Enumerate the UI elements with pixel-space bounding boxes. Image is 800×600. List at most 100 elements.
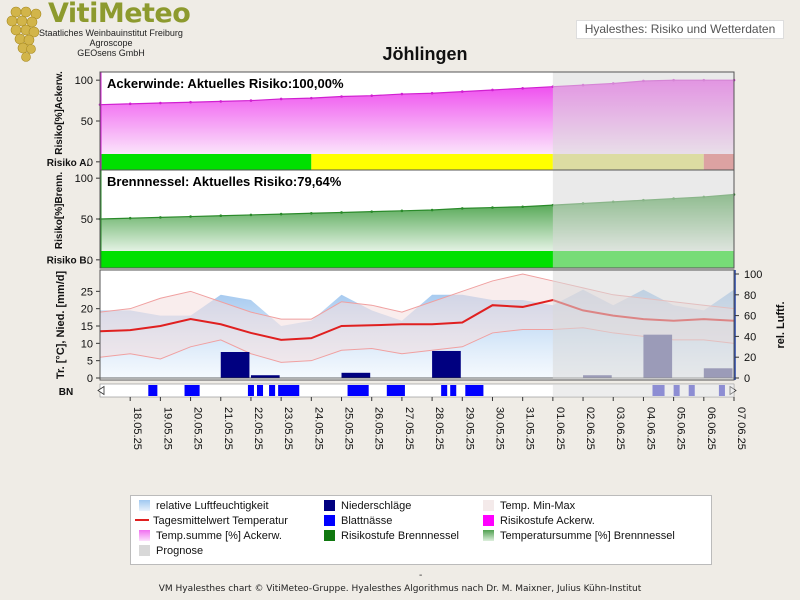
ackerwinde-point: [249, 99, 253, 102]
leaf-wet-block: [269, 385, 276, 396]
legend-item-prognose: Prognose: [139, 545, 203, 557]
ackerwinde-point: [400, 92, 404, 96]
xtick-label: 22.05.25: [252, 407, 264, 450]
brennnessel-point: [460, 207, 464, 210]
xtick-label: 28.05.25: [433, 407, 445, 450]
logo: VitiMeteo Staatliches Weinbauinstitut Fr…: [0, 0, 191, 66]
ackerwinde-point: [340, 95, 343, 98]
ackerwinde-annotation: Ackerwinde: Aktuelles Risiko:100,00%: [107, 76, 344, 91]
xtick-label: 19.05.25: [161, 407, 173, 450]
leaf-wet-block: [441, 385, 448, 396]
app-name: VitiMeteo: [48, 0, 191, 29]
brennnessel-ytick-label: 0: [87, 255, 93, 267]
brennnessel-point: [159, 216, 162, 219]
legend: relative Luftfeuchtigkeit Niederschläge …: [130, 495, 712, 565]
bn-right-arrow-icon: [729, 385, 737, 396]
brennnessel-risk-row-label: Risiko B.: [47, 256, 90, 267]
xtick-label: 30.05.25: [493, 407, 505, 450]
xtick-label: 04.06.25: [644, 407, 656, 450]
prognose-overlay-bn: [552, 384, 734, 397]
bn-label: BN: [59, 387, 73, 398]
humidity-ytick-label: 100: [744, 269, 762, 281]
legend-item-risk-brenn: Risikostufe Brennnessel: [324, 530, 459, 542]
leaf-wet-block: [256, 385, 264, 396]
brennnessel-point: [219, 214, 223, 218]
weather-ytick-label: 10: [81, 338, 93, 350]
leaf-wet-block: [673, 385, 680, 396]
brennnessel-point: [491, 206, 494, 209]
ackerwinde-point: [159, 101, 162, 105]
brennnessel-point: [370, 210, 374, 213]
xtick-label: 01.06.25: [554, 407, 566, 450]
ackerwinde-point: [189, 100, 192, 104]
bn-left-arrow-icon: [97, 385, 105, 396]
legend-item-tempsum-brenn: Temperatursumme [%] Brennnessel: [483, 530, 675, 542]
weather-ytick-label: 20: [81, 304, 93, 316]
brennnessel-ytick-label: 50: [81, 214, 93, 226]
xtick-label: 05.06.25: [675, 407, 687, 450]
ackerwinde-point: [430, 91, 434, 95]
rain-bar: [250, 375, 280, 378]
humidity-ytick-label: 40: [744, 331, 756, 343]
brennnessel-point: [340, 211, 343, 214]
rain-bar: [432, 350, 461, 378]
brennnessel-point: [430, 208, 434, 212]
brennnessel-annotation: Brennnessel: Aktuelles Risiko:79,64%: [107, 174, 342, 189]
ackerwinde-point: [219, 100, 223, 103]
ackerwinde-point: [310, 96, 313, 100]
brennnessel-point: [400, 209, 404, 213]
weather-ytick-label: 5: [87, 356, 93, 368]
prognose-overlay: [552, 72, 734, 380]
ackerwinde-ylabel: Risiko[%]Ackerw.: [54, 71, 65, 155]
ackerwinde-point: [370, 94, 374, 97]
rain-bar: [220, 352, 250, 378]
brennnessel-ytick-label: 100: [75, 173, 93, 185]
xtick-label: 03.06.25: [614, 407, 626, 450]
xtick-label: 20.05.25: [192, 407, 204, 450]
ackerwinde-risk-segment: [100, 154, 312, 170]
weather-ytick-label: 0: [87, 373, 93, 385]
xtick-label: 26.05.25: [373, 407, 385, 450]
ackerwinde-point: [460, 90, 464, 93]
humidity-ytick-label: 0: [744, 373, 750, 385]
org-line-3: GEOsens GmbH: [77, 48, 145, 58]
legend-item-temp-line: Tagesmittelwert Temperatur: [135, 515, 288, 527]
legend-item-tempsum-ackerw: Temp.summe [%] Ackerw.: [139, 530, 282, 542]
ackerwinde-ytick-label: 50: [81, 116, 93, 128]
xtick-label: 07.06.25: [735, 407, 747, 450]
xtick-label: 31.05.25: [524, 407, 536, 450]
leaf-wet-block: [688, 385, 695, 396]
footer-text: VM Hyalesthes chart © VitiMeteo-Gruppe. …: [158, 584, 642, 594]
xtick-label: 25.05.25: [343, 407, 355, 450]
leaf-wet-block: [247, 385, 254, 396]
ackerwinde-point: [279, 97, 283, 101]
brennnessel-ylabel: Risiko[%]Brenn.: [54, 172, 65, 249]
legend-item-risk-ackerw: Risikostufe Ackerw.: [483, 515, 595, 527]
footer-dash: -: [419, 570, 423, 581]
ackerwinde-point: [521, 87, 524, 90]
xtick-label: 27.05.25: [403, 407, 415, 450]
brennnessel-point: [249, 213, 253, 217]
xtick-label: 24.05.25: [312, 407, 324, 450]
leaf-wet-block: [347, 385, 369, 396]
ackerwinde-point: [128, 102, 132, 106]
xtick-label: 23.05.25: [282, 407, 294, 450]
chart-title: Jöhlingen: [382, 44, 468, 64]
weather-ytick-label: 25: [81, 286, 93, 298]
brennnessel-point: [521, 205, 524, 209]
legend-item-rain: Niederschläge: [324, 500, 411, 512]
legend-item-temp-minmax: Temp. Min-Max: [483, 500, 575, 512]
weather-ylabel: Tr. [°C], Nied. [mm/d]: [55, 271, 67, 380]
xtick-label: 06.06.25: [705, 407, 717, 450]
xtick-label: 21.05.25: [222, 407, 234, 450]
humidity-ytick-label: 20: [744, 352, 756, 364]
xtick-label: 29.05.25: [463, 407, 475, 450]
weather-ytick-label: 15: [81, 321, 93, 333]
leaf-wet-block: [386, 385, 405, 396]
humidity-ytick-label: 80: [744, 290, 756, 302]
leaf-wet-block: [465, 385, 484, 396]
leaf-wet-block: [718, 385, 725, 396]
leaf-wet-block: [184, 385, 200, 396]
brennnessel-point: [279, 212, 283, 216]
